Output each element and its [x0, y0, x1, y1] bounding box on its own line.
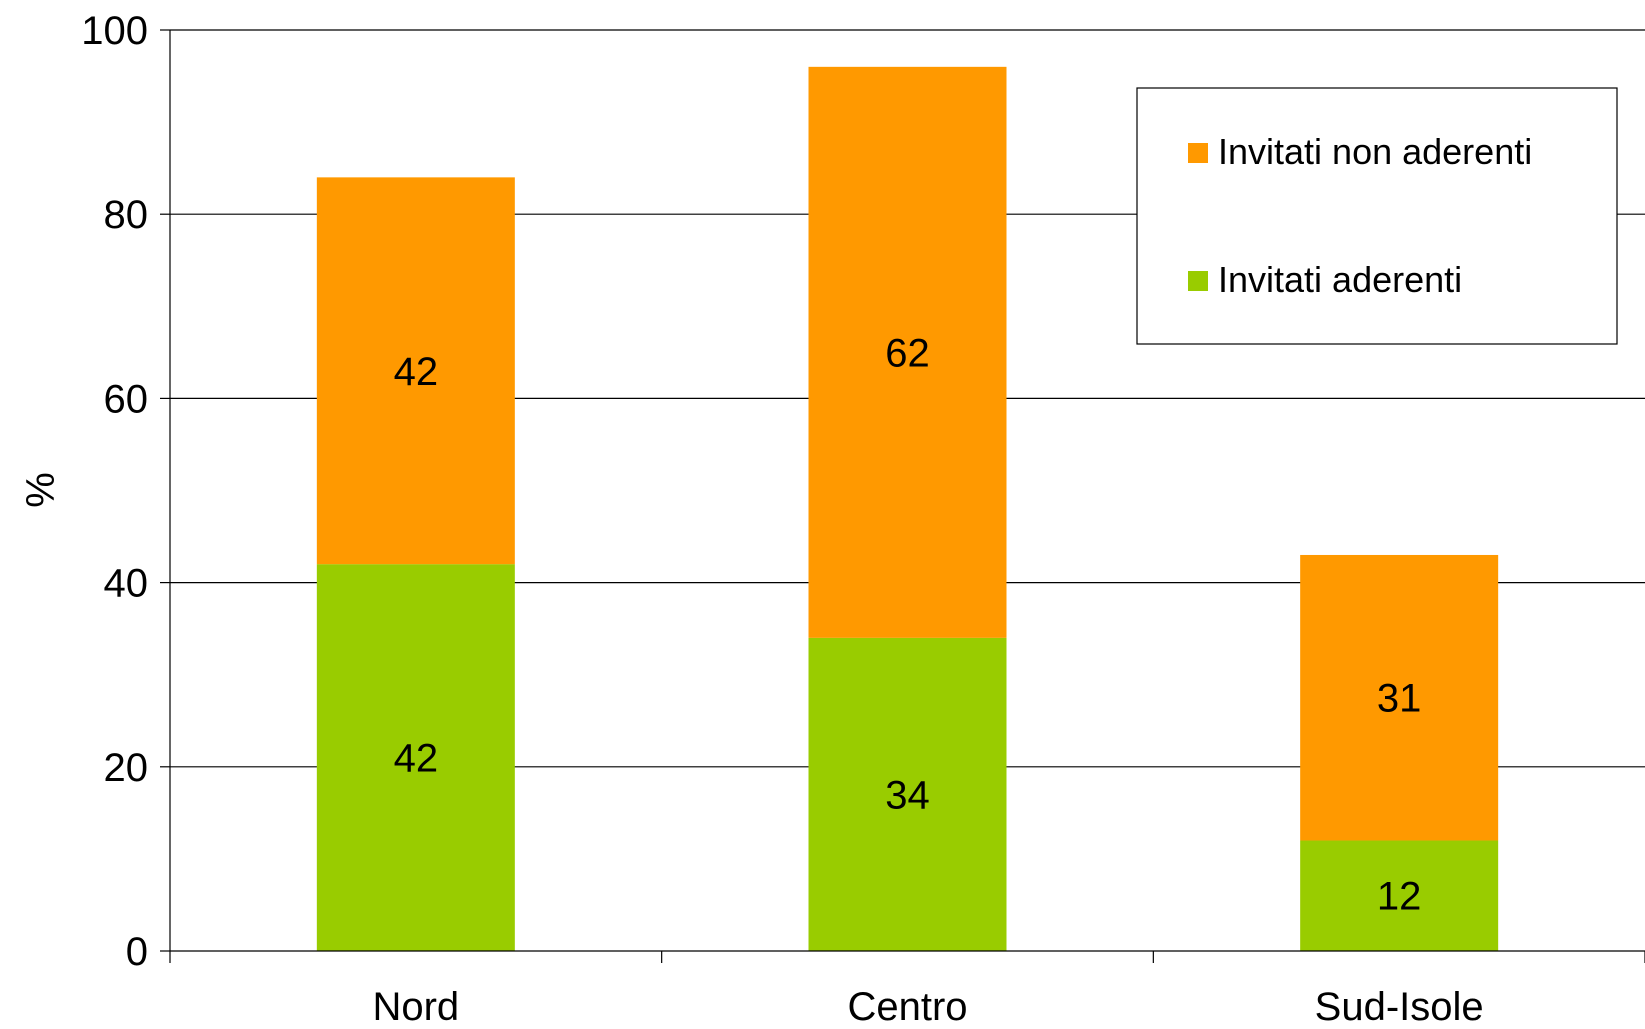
y-tick-label: 40 — [104, 562, 149, 606]
y-tick-label: 20 — [104, 746, 149, 790]
legend-label-aderenti: Invitati aderenti — [1218, 259, 1462, 300]
axes — [160, 29, 1645, 963]
bar-segment — [808, 66, 1007, 638]
bars — [316, 66, 1499, 951]
legend-swatch-aderenti — [1188, 271, 1208, 291]
category-label: Centro — [847, 985, 967, 1029]
y-tick-label: 0 — [126, 930, 148, 974]
y-axis-title: % — [19, 472, 63, 508]
legend-box — [1136, 87, 1618, 345]
bar-segment — [1300, 840, 1499, 951]
data-label: 12 — [1377, 875, 1422, 919]
data-label: 62 — [885, 331, 930, 375]
bar-segment — [808, 637, 1007, 951]
y-tick-label: 80 — [104, 193, 149, 237]
legend: Invitati non aderenti Invitati aderenti — [1136, 87, 1618, 345]
bar-segment — [1300, 554, 1499, 841]
legend-swatch-non-aderenti — [1188, 143, 1208, 163]
data-label: 42 — [394, 350, 439, 394]
legend-label-non-aderenti: Invitati non aderenti — [1218, 131, 1532, 172]
y-tick-label: 100 — [81, 9, 148, 53]
category-label: Sud-Isole — [1315, 985, 1484, 1029]
data-label: 31 — [1377, 677, 1422, 721]
data-label: 34 — [885, 773, 930, 817]
y-tick-label: 60 — [104, 377, 149, 421]
labels: 0 20 40 60 80 100 42 42 Nord 34 62 Centro 12 31 Sud-Is… — [81, 9, 1483, 1029]
bar-segment — [316, 177, 515, 565]
category-label: Nord — [372, 985, 459, 1029]
data-label: 42 — [394, 737, 439, 781]
bar-segment — [316, 564, 515, 951]
